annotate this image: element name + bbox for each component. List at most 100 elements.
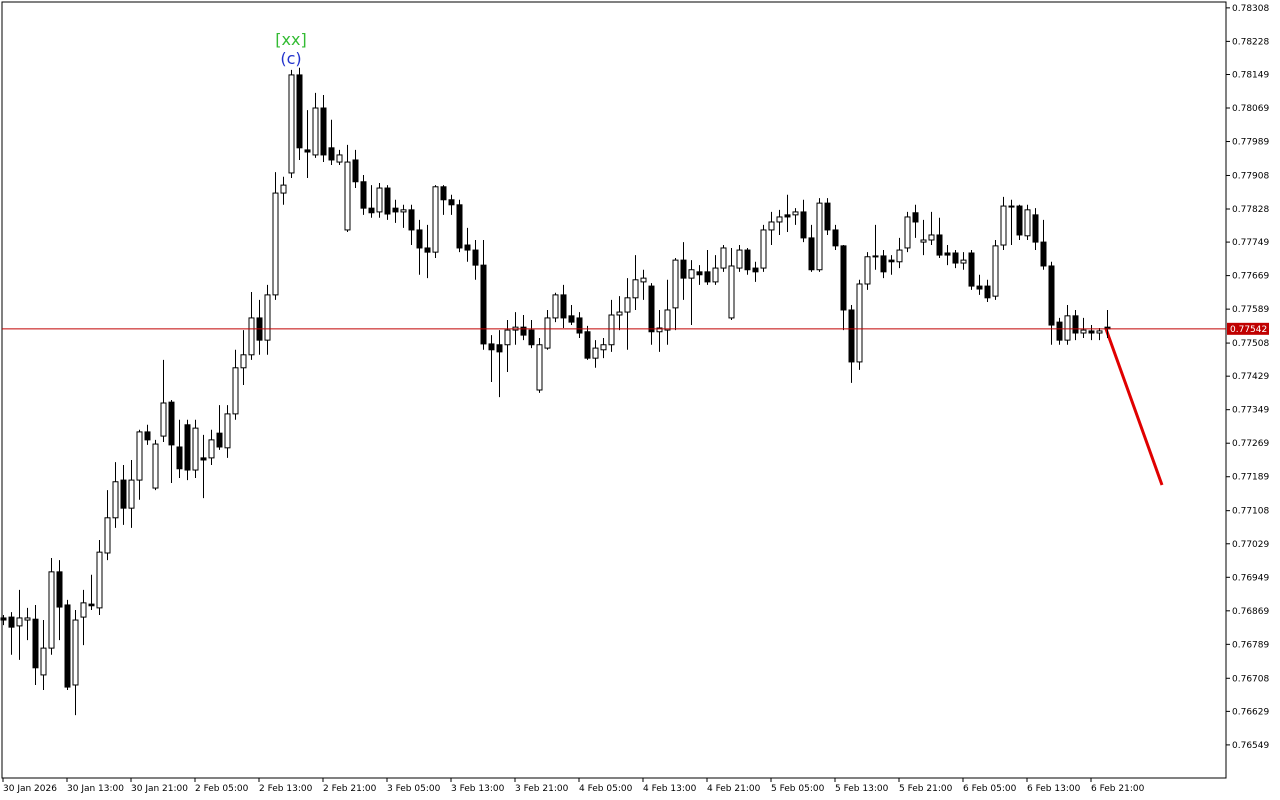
candle-body bbox=[824, 202, 831, 231]
candle-body bbox=[776, 216, 783, 223]
candle-body bbox=[928, 234, 935, 241]
candle-body bbox=[1000, 205, 1007, 246]
candle-body bbox=[88, 603, 95, 607]
candle-body bbox=[464, 244, 471, 251]
candle-body bbox=[680, 259, 687, 279]
candle-body bbox=[984, 285, 991, 299]
candle-body bbox=[472, 249, 479, 266]
y-tick-label: 0.77908 bbox=[1232, 171, 1269, 181]
candle-body bbox=[48, 571, 55, 649]
candle-body bbox=[624, 297, 631, 313]
candle-body bbox=[224, 413, 231, 449]
x-tick-label: 3 Feb 05:00 bbox=[387, 784, 441, 794]
candle-body bbox=[696, 271, 703, 276]
candle-body bbox=[648, 285, 655, 333]
candle-body bbox=[560, 294, 567, 319]
candle-body bbox=[344, 161, 351, 231]
candle-body bbox=[944, 252, 951, 256]
candle-body bbox=[184, 424, 191, 471]
y-tick-label: 0.78308 bbox=[1232, 4, 1269, 14]
candle-body bbox=[552, 294, 559, 319]
candle-body bbox=[872, 255, 879, 258]
x-tick-label: 3 Feb 13:00 bbox=[451, 784, 505, 794]
y-tick-label: 0.77349 bbox=[1232, 406, 1269, 416]
x-tick-label: 4 Feb 21:00 bbox=[707, 784, 761, 794]
candle-body bbox=[408, 209, 415, 231]
candle-body bbox=[272, 192, 279, 296]
candle-body bbox=[904, 216, 911, 249]
y-tick-label: 0.76708 bbox=[1232, 674, 1269, 684]
candle-body bbox=[1088, 330, 1095, 334]
candle-body bbox=[504, 329, 511, 346]
candle-body bbox=[360, 181, 367, 209]
y-tick-label: 0.77269 bbox=[1232, 439, 1269, 449]
candle-body bbox=[608, 314, 615, 346]
candle-body bbox=[792, 211, 799, 216]
candle-body bbox=[1024, 209, 1031, 237]
candle-body bbox=[720, 247, 727, 269]
x-tick-label: 4 Feb 05:00 bbox=[579, 784, 633, 794]
candle-body bbox=[864, 256, 871, 285]
candle-body bbox=[32, 618, 39, 669]
x-tick-label: 2 Feb 21:00 bbox=[323, 784, 377, 794]
candle-body bbox=[880, 255, 887, 273]
candle-body bbox=[856, 283, 863, 363]
candle-body bbox=[384, 187, 391, 215]
wave-annotation: (c) bbox=[280, 49, 301, 68]
candle-body bbox=[264, 294, 271, 341]
candle-body bbox=[424, 247, 431, 253]
candle-body bbox=[1048, 265, 1055, 326]
y-tick-label: 0.77508 bbox=[1232, 339, 1269, 349]
y-tick-label: 0.78149 bbox=[1232, 70, 1269, 80]
candle-body bbox=[528, 329, 535, 346]
candle-body bbox=[288, 74, 295, 174]
x-tick-label: 5 Feb 05:00 bbox=[771, 784, 825, 794]
candle-body bbox=[800, 211, 807, 239]
candle-body bbox=[0, 617, 7, 621]
candle-body bbox=[736, 249, 743, 269]
candle-body bbox=[888, 259, 895, 263]
y-tick-label: 0.77989 bbox=[1232, 138, 1269, 148]
candle-body bbox=[120, 479, 127, 509]
candle-body bbox=[808, 237, 815, 271]
candle-body bbox=[304, 149, 311, 153]
candle-body bbox=[816, 202, 823, 271]
y-tick-label: 0.77828 bbox=[1232, 205, 1269, 215]
y-tick-label: 0.77429 bbox=[1232, 372, 1269, 382]
candle-body bbox=[744, 249, 751, 271]
candle-body bbox=[376, 187, 383, 213]
candle-body bbox=[432, 186, 439, 253]
candle-body bbox=[568, 315, 575, 323]
candle-body bbox=[760, 229, 767, 269]
y-tick-label: 0.76629 bbox=[1232, 707, 1269, 717]
candle-body bbox=[168, 401, 175, 446]
candle-body bbox=[488, 343, 495, 351]
candle-body bbox=[592, 347, 599, 359]
candle-body bbox=[328, 147, 335, 161]
candle-body bbox=[1016, 205, 1023, 236]
candle-body bbox=[56, 571, 63, 608]
candle-body bbox=[400, 209, 407, 213]
candle-body bbox=[240, 354, 247, 369]
y-tick-label: 0.78228 bbox=[1232, 37, 1269, 47]
candle-body bbox=[440, 186, 447, 201]
candle-body bbox=[920, 239, 927, 243]
candle-body bbox=[960, 259, 967, 264]
candle-body bbox=[72, 619, 79, 686]
candle-body bbox=[1040, 241, 1047, 267]
candle-body bbox=[1008, 205, 1015, 208]
last-price-box bbox=[1227, 322, 1269, 335]
x-tick-label: 2 Feb 13:00 bbox=[259, 784, 313, 794]
candle-body bbox=[832, 229, 839, 247]
candle-body bbox=[480, 264, 487, 345]
candle-body bbox=[952, 252, 959, 264]
candle-body bbox=[600, 344, 607, 351]
x-tick-label: 30 Jan 21:00 bbox=[131, 784, 188, 794]
candle-body bbox=[216, 432, 223, 448]
candle-body bbox=[768, 221, 775, 231]
candle-body bbox=[24, 617, 31, 621]
candle-body bbox=[448, 199, 455, 206]
candle-body bbox=[896, 249, 903, 263]
candle-body bbox=[208, 439, 215, 459]
last-price-label: 0.77542 bbox=[1230, 325, 1267, 335]
